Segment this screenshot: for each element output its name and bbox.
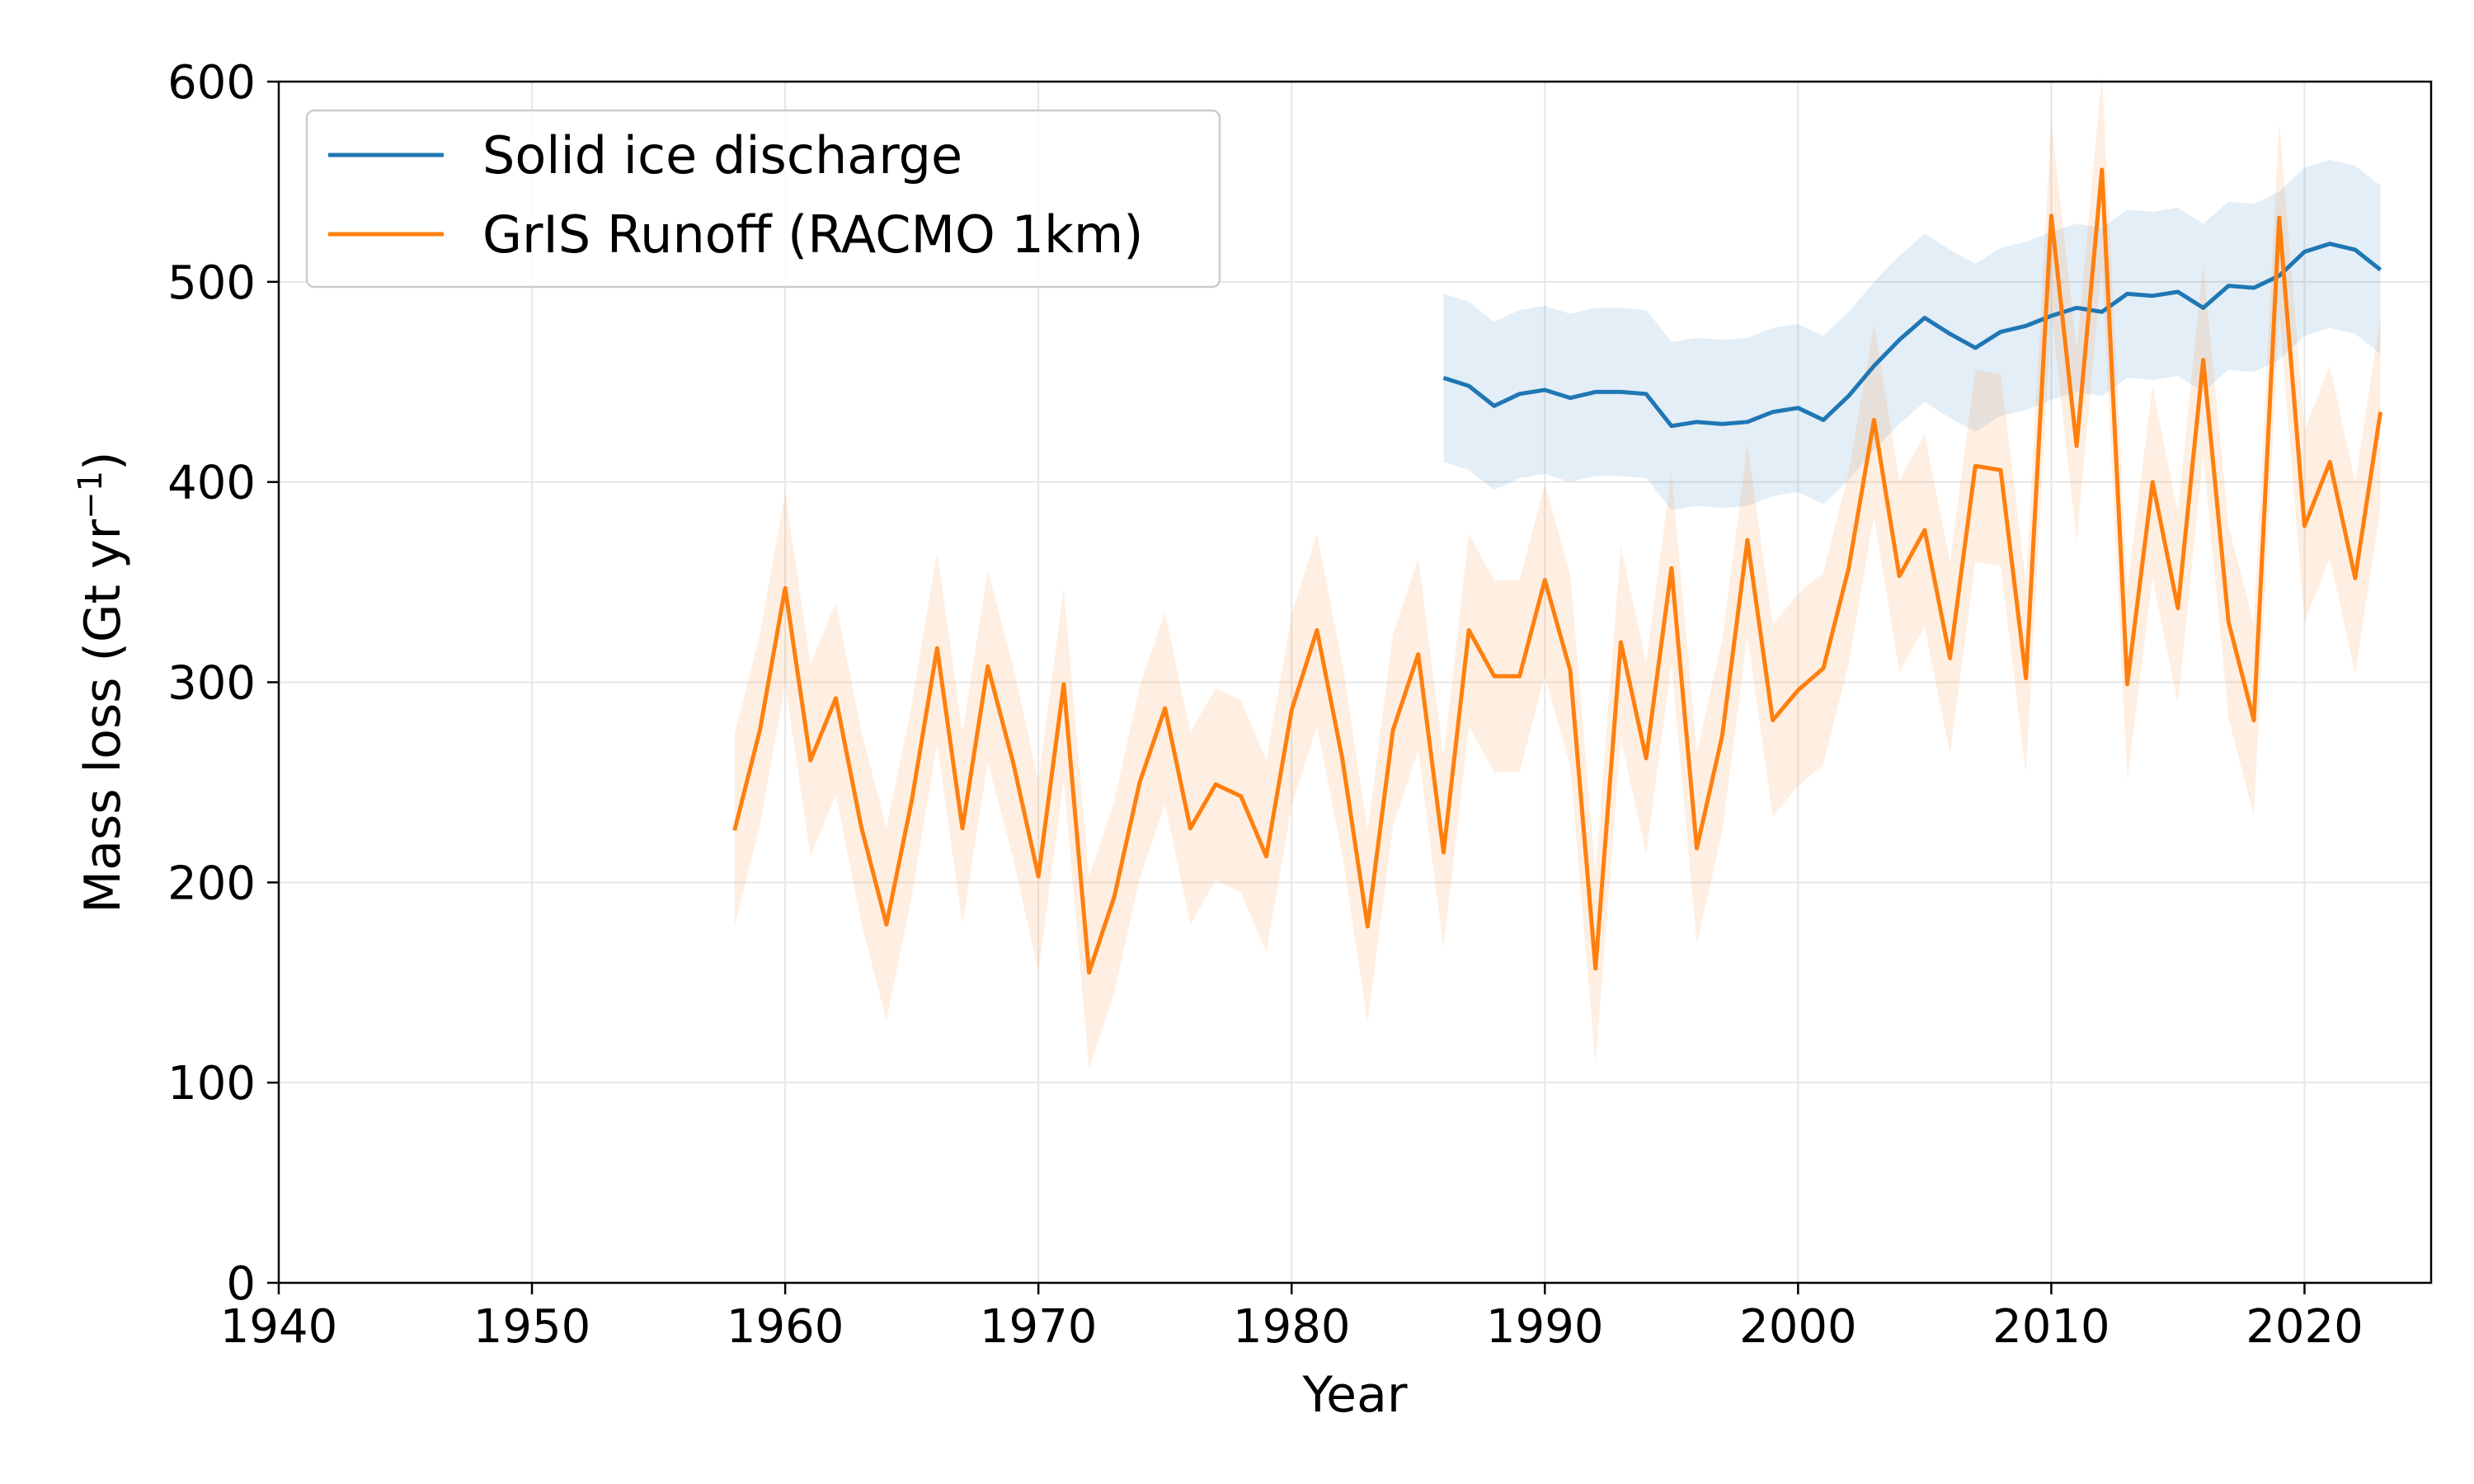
x-tick-label: 1980 [1233, 1300, 1351, 1354]
x-tick-label: 1940 [220, 1300, 338, 1354]
y-tick-label: 300 [167, 657, 256, 711]
runoff-series-line [732, 167, 2383, 975]
legend-label: Solid ice discharge [482, 125, 962, 186]
runoff-uncertainty-band [734, 73, 2381, 1069]
y-axis-label-main: Mass loss (Gt yr [74, 519, 132, 913]
y-axis-label: Mass loss (Gt yr−1) [72, 451, 132, 913]
x-tick-label: 1970 [980, 1300, 1098, 1354]
y-tick-label: 0 [226, 1257, 256, 1311]
x-tick-label: 2000 [1739, 1300, 1857, 1354]
x-tick-label: 1990 [1486, 1300, 1604, 1354]
y-axis-label-superscript: −1 [72, 471, 110, 519]
discharge-series-line [1442, 242, 2382, 429]
y-tick-label: 600 [167, 56, 256, 110]
legend-label: GrIS Runoff (RACMO 1km) [482, 204, 1143, 265]
y-tick-label: 500 [167, 256, 256, 310]
x-tick-label: 1960 [727, 1300, 844, 1354]
series-lines [732, 167, 2383, 975]
x-axis-label: Year [1301, 1366, 1407, 1424]
x-tick-label: 2010 [1992, 1300, 2110, 1354]
y-tick-label: 400 [167, 457, 256, 510]
axis-ticks: 1940 1950 1960 1970 1980 1990 2000 2010 2020 0 100… [167, 56, 2363, 1354]
discharge-uncertainty-band [1443, 159, 2381, 510]
legend: Solid ice discharge GrIS Runoff (RACMO 1k… [305, 109, 1221, 289]
x-tick-label: 1950 [473, 1300, 591, 1354]
y-tick-label: 200 [167, 857, 256, 910]
legend-box [305, 109, 1221, 289]
y-tick-label: 100 [167, 1057, 256, 1111]
x-tick-label: 2020 [2246, 1300, 2363, 1354]
y-axis-label-close: ) [74, 451, 132, 470]
uncertainty-bands [734, 73, 2381, 1069]
